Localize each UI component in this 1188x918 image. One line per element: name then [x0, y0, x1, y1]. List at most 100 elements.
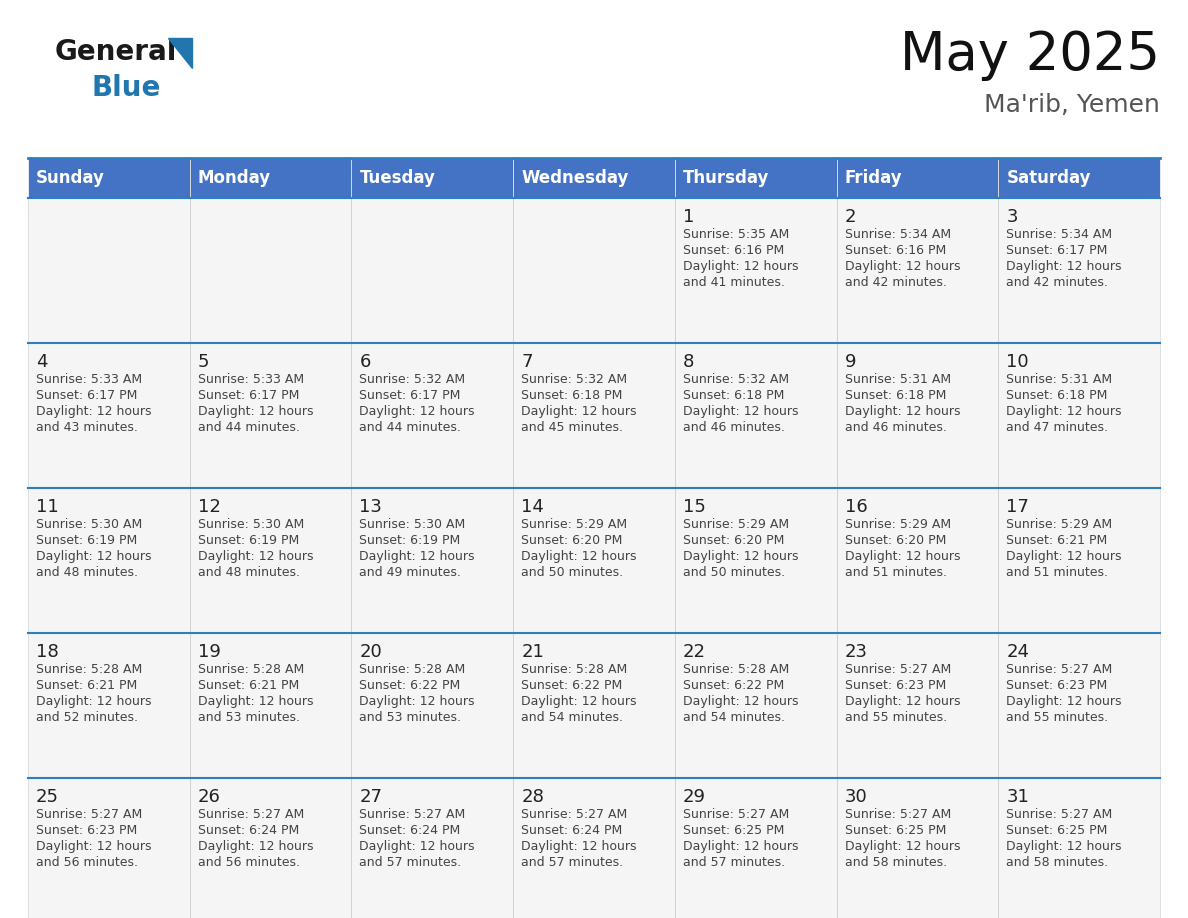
Bar [836, 343, 998, 488]
Bar [29, 198, 190, 343]
Text: Sunrise: 5:28 AM: Sunrise: 5:28 AM [683, 663, 789, 676]
Text: 30: 30 [845, 788, 867, 806]
Text: Sunrise: 5:27 AM: Sunrise: 5:27 AM [360, 808, 466, 821]
Text: 22: 22 [683, 643, 706, 661]
Text: Sunrise: 5:33 AM: Sunrise: 5:33 AM [36, 373, 143, 386]
Text: Sunset: 6:25 PM: Sunset: 6:25 PM [1006, 824, 1107, 837]
Bar [190, 778, 352, 918]
Text: Sunset: 6:24 PM: Sunset: 6:24 PM [522, 824, 623, 837]
Text: Sunrise: 5:30 AM: Sunrise: 5:30 AM [197, 518, 304, 531]
Bar [29, 633, 190, 778]
Text: 27: 27 [360, 788, 383, 806]
Text: Daylight: 12 hours: Daylight: 12 hours [1006, 550, 1121, 563]
Text: Daylight: 12 hours: Daylight: 12 hours [36, 550, 152, 563]
Text: 8: 8 [683, 353, 694, 371]
Text: Sunset: 6:23 PM: Sunset: 6:23 PM [845, 679, 946, 692]
Bar [675, 778, 836, 918]
Bar [190, 633, 352, 778]
Text: Daylight: 12 hours: Daylight: 12 hours [360, 405, 475, 418]
Text: and 45 minutes.: and 45 minutes. [522, 421, 624, 434]
Text: Daylight: 12 hours: Daylight: 12 hours [360, 550, 475, 563]
Text: 25: 25 [36, 788, 59, 806]
Text: Sunset: 6:20 PM: Sunset: 6:20 PM [683, 534, 784, 547]
Text: 29: 29 [683, 788, 706, 806]
Bar [352, 633, 513, 778]
Text: and 51 minutes.: and 51 minutes. [845, 566, 947, 579]
Bar [998, 198, 1159, 343]
Text: Daylight: 12 hours: Daylight: 12 hours [360, 695, 475, 708]
Text: and 52 minutes.: and 52 minutes. [36, 711, 138, 724]
Text: 10: 10 [1006, 353, 1029, 371]
Text: and 42 minutes.: and 42 minutes. [845, 276, 947, 289]
Text: Daylight: 12 hours: Daylight: 12 hours [36, 695, 152, 708]
Text: Sunrise: 5:34 AM: Sunrise: 5:34 AM [845, 228, 950, 241]
Text: Sunrise: 5:35 AM: Sunrise: 5:35 AM [683, 228, 789, 241]
Text: Sunrise: 5:32 AM: Sunrise: 5:32 AM [683, 373, 789, 386]
Text: Sunset: 6:18 PM: Sunset: 6:18 PM [1006, 389, 1107, 402]
Bar [29, 158, 190, 198]
Text: Friday: Friday [845, 169, 902, 187]
Text: and 42 minutes.: and 42 minutes. [1006, 276, 1108, 289]
Text: Daylight: 12 hours: Daylight: 12 hours [36, 405, 152, 418]
Text: 12: 12 [197, 498, 221, 516]
Text: Monday: Monday [197, 169, 271, 187]
Bar [190, 158, 352, 198]
Bar [836, 778, 998, 918]
Bar [998, 488, 1159, 633]
Text: Sunset: 6:16 PM: Sunset: 6:16 PM [845, 244, 946, 257]
Text: 23: 23 [845, 643, 867, 661]
Text: and 50 minutes.: and 50 minutes. [683, 566, 785, 579]
Text: Sunday: Sunday [36, 169, 105, 187]
Text: and 57 minutes.: and 57 minutes. [360, 856, 462, 869]
Text: Sunset: 6:19 PM: Sunset: 6:19 PM [360, 534, 461, 547]
Text: Daylight: 12 hours: Daylight: 12 hours [683, 550, 798, 563]
Text: Saturday: Saturday [1006, 169, 1091, 187]
Text: Sunset: 6:17 PM: Sunset: 6:17 PM [36, 389, 138, 402]
Text: 19: 19 [197, 643, 221, 661]
Bar [998, 158, 1159, 198]
Text: Sunrise: 5:27 AM: Sunrise: 5:27 AM [845, 663, 950, 676]
Text: and 53 minutes.: and 53 minutes. [360, 711, 461, 724]
Text: May 2025: May 2025 [901, 29, 1159, 81]
Text: 16: 16 [845, 498, 867, 516]
Bar [513, 198, 675, 343]
Text: Daylight: 12 hours: Daylight: 12 hours [845, 405, 960, 418]
Text: Sunset: 6:20 PM: Sunset: 6:20 PM [522, 534, 623, 547]
Bar [675, 198, 836, 343]
Text: Sunrise: 5:29 AM: Sunrise: 5:29 AM [522, 518, 627, 531]
Text: Sunset: 6:24 PM: Sunset: 6:24 PM [360, 824, 461, 837]
Text: Daylight: 12 hours: Daylight: 12 hours [683, 260, 798, 273]
Text: 3: 3 [1006, 208, 1018, 226]
Text: 28: 28 [522, 788, 544, 806]
Text: Sunset: 6:21 PM: Sunset: 6:21 PM [36, 679, 138, 692]
Text: Sunset: 6:19 PM: Sunset: 6:19 PM [197, 534, 299, 547]
Bar [513, 633, 675, 778]
Text: 20: 20 [360, 643, 383, 661]
Text: Sunrise: 5:27 AM: Sunrise: 5:27 AM [36, 808, 143, 821]
Bar [190, 343, 352, 488]
Bar [513, 778, 675, 918]
Text: and 50 minutes.: and 50 minutes. [522, 566, 624, 579]
Text: Sunrise: 5:28 AM: Sunrise: 5:28 AM [197, 663, 304, 676]
Bar [998, 778, 1159, 918]
Text: Sunrise: 5:27 AM: Sunrise: 5:27 AM [1006, 663, 1112, 676]
Text: Sunset: 6:21 PM: Sunset: 6:21 PM [1006, 534, 1107, 547]
Text: 7: 7 [522, 353, 532, 371]
Bar [352, 158, 513, 198]
Text: Sunrise: 5:29 AM: Sunrise: 5:29 AM [683, 518, 789, 531]
Text: Sunrise: 5:28 AM: Sunrise: 5:28 AM [36, 663, 143, 676]
Text: Sunrise: 5:28 AM: Sunrise: 5:28 AM [522, 663, 627, 676]
Text: and 51 minutes.: and 51 minutes. [1006, 566, 1108, 579]
Text: and 57 minutes.: and 57 minutes. [522, 856, 624, 869]
Text: Sunrise: 5:32 AM: Sunrise: 5:32 AM [522, 373, 627, 386]
Text: Sunset: 6:22 PM: Sunset: 6:22 PM [683, 679, 784, 692]
Text: and 47 minutes.: and 47 minutes. [1006, 421, 1108, 434]
Text: Thursday: Thursday [683, 169, 770, 187]
Text: Sunset: 6:22 PM: Sunset: 6:22 PM [360, 679, 461, 692]
Text: Daylight: 12 hours: Daylight: 12 hours [197, 550, 314, 563]
Text: and 58 minutes.: and 58 minutes. [845, 856, 947, 869]
Text: Sunset: 6:18 PM: Sunset: 6:18 PM [522, 389, 623, 402]
Text: Daylight: 12 hours: Daylight: 12 hours [1006, 840, 1121, 853]
Text: Sunset: 6:23 PM: Sunset: 6:23 PM [36, 824, 138, 837]
Text: Sunset: 6:21 PM: Sunset: 6:21 PM [197, 679, 299, 692]
